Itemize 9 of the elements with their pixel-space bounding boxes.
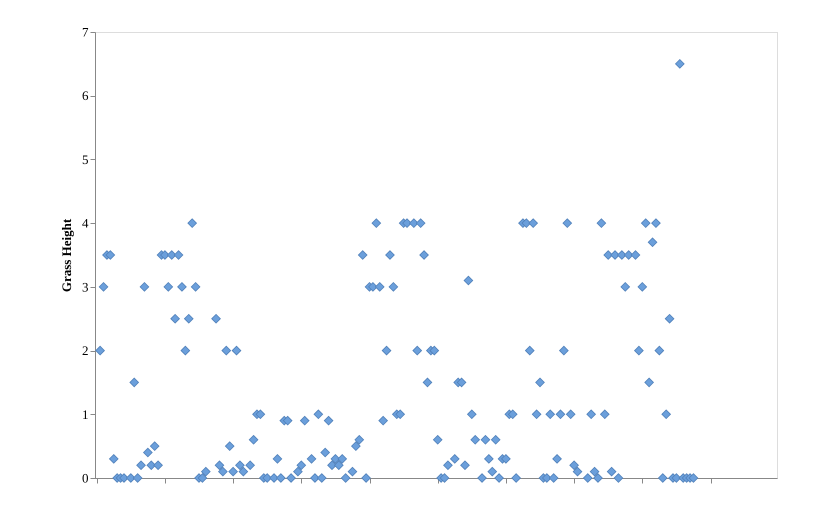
y-tick-label: 1: [82, 406, 88, 422]
y-tick-label: 5: [82, 152, 88, 167]
y-tick-label: 6: [82, 88, 89, 104]
y-tick-label: 7: [82, 24, 89, 40]
y-tick-label: 3: [82, 279, 88, 294]
y-tick-label: 0: [82, 470, 88, 486]
y-tick-label: 4: [82, 216, 89, 231]
y-axis-title: Grass Height: [59, 218, 74, 292]
y-tick-label: 2: [82, 343, 88, 358]
